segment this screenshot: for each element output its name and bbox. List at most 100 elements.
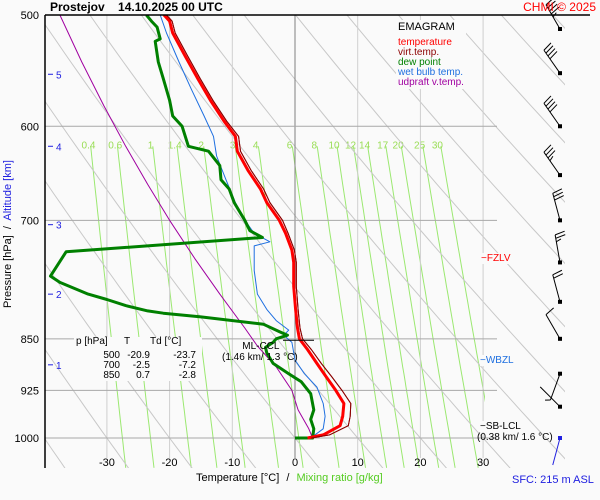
mixing-ratio-line bbox=[422, 146, 479, 468]
wind-barbs bbox=[539, 0, 566, 466]
mixing-ratio-label: 8 bbox=[312, 140, 318, 151]
wind-barb-feather bbox=[549, 3, 558, 12]
wind-barb-staff bbox=[539, 386, 561, 408]
pressure-tick-label: 925 bbox=[21, 385, 39, 397]
station-name: Prostejov bbox=[50, 0, 105, 14]
sb-lcl-label: −SB-LCL (0.38 km/ 1.6 °C) bbox=[477, 421, 553, 443]
chart-title: Prostejov 14.10.2025 00 UTC bbox=[50, 0, 223, 14]
altitude-tick-label: 2 bbox=[56, 290, 62, 301]
mixing-ratio-label: 14 bbox=[359, 140, 371, 151]
wind-barb-feather bbox=[545, 45, 554, 54]
wind-barb-feather bbox=[547, 101, 556, 110]
wind-barb bbox=[552, 188, 564, 223]
mixing-ratio-line bbox=[385, 146, 440, 468]
x-axis-label-mixing: Mixing ratio [g/kg] bbox=[296, 472, 383, 484]
series-temperature bbox=[162, 15, 346, 440]
ml-ccl-label: ML-CCL (1.46 km/ 1.3 °C) bbox=[222, 341, 298, 363]
dry-adiabat bbox=[449, 15, 565, 144]
mixing-ratio-line bbox=[367, 146, 420, 468]
table-row: 850 0.7 -2.8 bbox=[76, 371, 200, 381]
pressure-tick-label: 850 bbox=[21, 334, 39, 346]
mixing-ratio-label: 25 bbox=[414, 140, 426, 151]
table-row: 500 -20.9 -23.7 bbox=[76, 351, 200, 361]
mixing-ratio-label: 6 bbox=[287, 140, 293, 151]
temperature-tick-label: 10 bbox=[352, 457, 364, 469]
legend-box: EMAGRAM temperature virt.temp. dew point we… bbox=[396, 20, 466, 89]
temperature-tick-label: -30 bbox=[99, 457, 115, 469]
altitude-tick-label: 4 bbox=[56, 142, 62, 153]
y-axis-label-pressure: Pressure [hPa] bbox=[2, 235, 14, 308]
wind-barb-staff bbox=[552, 437, 561, 466]
fzlv-label: −FZLV bbox=[481, 253, 515, 264]
mixing-ratio-label: 4 bbox=[253, 140, 259, 151]
wind-barb-feather bbox=[547, 150, 556, 159]
wind-barb-staff bbox=[543, 49, 561, 74]
mixing-ratio-label: 20 bbox=[393, 140, 405, 151]
table-cell: -2.8 bbox=[178, 370, 196, 381]
wbzl-label: −WBZL bbox=[480, 355, 520, 366]
pressure-tick-label: 700 bbox=[21, 215, 39, 227]
mixing-ratio-line bbox=[90, 146, 127, 468]
mixing-ratio-line bbox=[234, 146, 279, 468]
series-wet-bulb-temp bbox=[159, 15, 326, 439]
wind-barb-staff bbox=[552, 193, 561, 221]
profile-series bbox=[49, 15, 352, 440]
table-cell: -23.7 bbox=[173, 350, 196, 361]
altitude-tick-label: 5 bbox=[56, 70, 62, 81]
mixing-ratio-line bbox=[257, 146, 304, 468]
table-cell: 700 bbox=[103, 360, 120, 371]
wind-barb-feather bbox=[547, 0, 556, 9]
pressure-tick-label: 600 bbox=[21, 121, 39, 133]
copyright: CHMI © 2025 bbox=[523, 0, 596, 14]
wind-barb-staff bbox=[554, 234, 561, 263]
temperature-tick-label: -10 bbox=[224, 457, 240, 469]
wind-barb bbox=[543, 144, 562, 178]
table-header-p: p [hPa] bbox=[76, 336, 108, 347]
mixing-ratio-line bbox=[336, 146, 388, 468]
x-axis-title: Temperature [°C] / Mixing ratio [g/kg] bbox=[196, 472, 383, 484]
wind-barb-feather bbox=[549, 51, 558, 60]
series-virt-temp-overlay bbox=[166, 15, 352, 439]
wind-barb-feather bbox=[545, 307, 554, 315]
y-axis-separator: / bbox=[2, 226, 14, 230]
wind-barb-feather bbox=[547, 48, 556, 57]
wind-barb bbox=[552, 436, 562, 466]
legend-title: EMAGRAM bbox=[398, 21, 455, 33]
wind-barb bbox=[545, 307, 562, 341]
wind-barb-feather bbox=[549, 104, 558, 113]
table-cell: -7.2 bbox=[178, 360, 196, 371]
wind-barb-staff bbox=[549, 373, 561, 401]
wind-barb-feather bbox=[552, 188, 563, 194]
mixing-ratio-label: 17 bbox=[377, 140, 389, 151]
y-axis-title: Pressure [hPa] / Altitude [km] bbox=[2, 126, 14, 342]
legend-item: temperature bbox=[398, 37, 452, 48]
mixing-ratio-line bbox=[400, 146, 456, 468]
legend-item: wet bulb temp. bbox=[398, 67, 464, 78]
sounding-table: p [hPa] T Td [°C] 500 -20.9 -23.7 700 -2.5 -7… bbox=[74, 337, 202, 381]
x-axis-label-temperature: Temperature [°C] bbox=[196, 472, 280, 484]
sb-lcl-info: (0.38 km/ 1.6 °C) bbox=[477, 432, 553, 443]
wind-barb-feather bbox=[543, 95, 552, 104]
altitude-tick-label: 1 bbox=[56, 361, 62, 372]
wind-barb-feather bbox=[553, 191, 564, 198]
mixing-ratio-line bbox=[203, 146, 246, 468]
surface-info: SFC: 215 m ASL bbox=[512, 474, 594, 486]
wind-barb-feather bbox=[543, 42, 552, 51]
mixing-ratio-label: 10 bbox=[328, 140, 340, 151]
table-row: 700 -2.5 -7.2 bbox=[76, 361, 200, 371]
wbzl-text: WBZL bbox=[485, 355, 514, 366]
mixing-ratio-label: 12 bbox=[345, 140, 357, 151]
wind-barb-feather bbox=[552, 12, 557, 18]
wind-barb-feather bbox=[553, 273, 564, 279]
altitude-tick-label: 3 bbox=[56, 221, 62, 232]
wind-barb bbox=[543, 95, 562, 129]
wind-barb-feather bbox=[555, 234, 566, 239]
dry-adiabat bbox=[140, 15, 511, 468]
wind-barb-feather bbox=[545, 0, 553, 6]
fzlv-text: FZLV bbox=[486, 253, 511, 264]
datetime: 14.10.2025 00 UTC bbox=[118, 0, 223, 14]
wind-barb-feather bbox=[556, 238, 562, 243]
mixing-ratio-line bbox=[117, 146, 155, 468]
